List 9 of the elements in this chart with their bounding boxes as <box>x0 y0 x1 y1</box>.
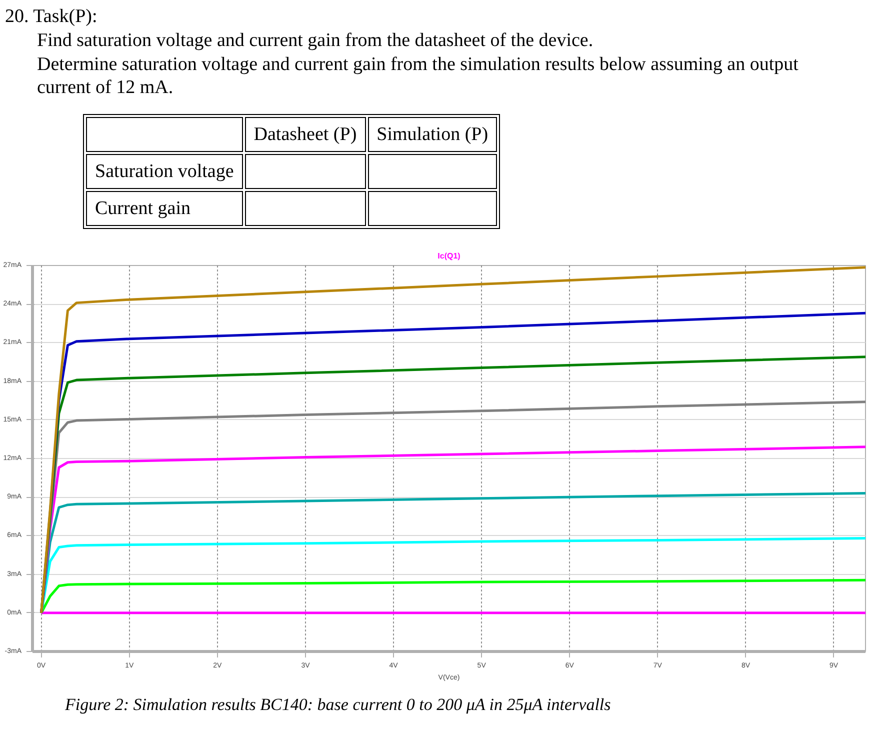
empty-table-cell: Saturation voltage <box>86 154 243 190</box>
caption: Figure 2: Simulation results BC140: base current 0 to 200 μA in 25μA intervalls <box>65 694 611 716</box>
empty-table-cellwidth:165px: Simulation (P) <box>368 117 498 152</box>
empty-table-cell: Current gain <box>86 191 243 226</box>
chart-subtitle: Find saturation voltage and current gain from the datasheet of the device. <box>37 28 594 52</box>
empty-table-cellwidth:185px: Datasheet (P) <box>244 117 366 152</box>
chart-title: 20. Task(P): <box>5 5 98 29</box>
text: Ic(Q1) <box>438 251 461 260</box>
text: Determine saturation voltage and current gain from the simulation results below assuming an output current of 12 mA. <box>37 52 800 100</box>
